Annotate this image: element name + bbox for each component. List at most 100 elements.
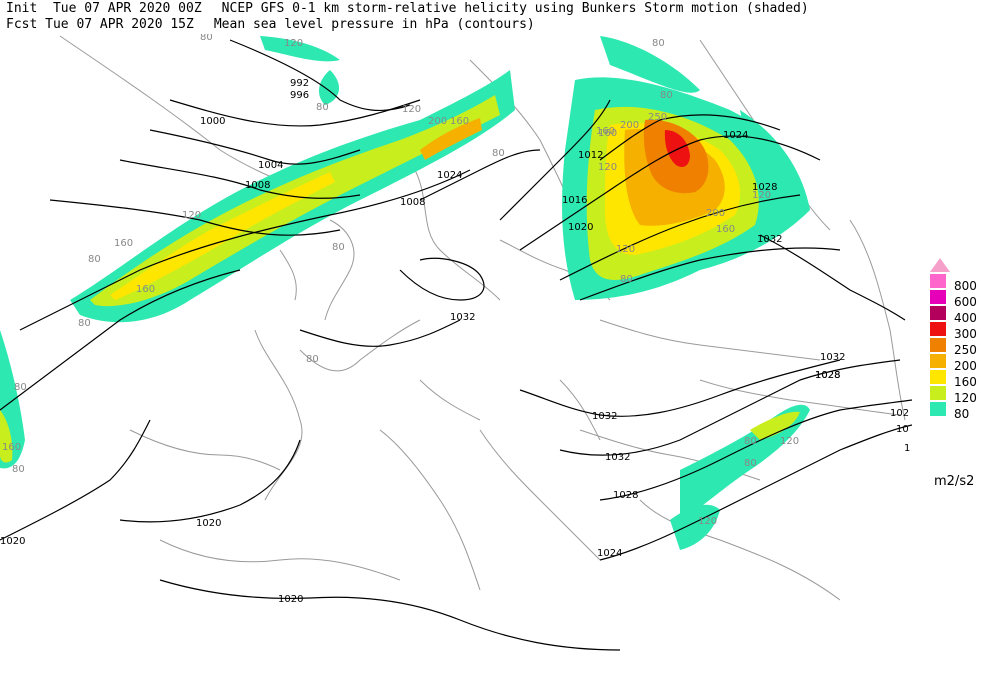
isobar-label: 992: [290, 78, 309, 89]
legend-level: 250: [928, 336, 1000, 357]
isobar-label: 1028: [752, 182, 777, 193]
isobar-label: 1024: [597, 548, 622, 559]
color-legend: 800 600 400 300 250 200 160 120 80: [928, 272, 1000, 421]
legend-label: 300: [954, 327, 977, 341]
helicity-label: 160: [136, 284, 155, 295]
isobar-label: 1028: [613, 490, 638, 501]
legend-swatch: [930, 402, 946, 416]
helicity-label: 120: [752, 190, 771, 201]
legend-level: 800: [928, 272, 1000, 293]
helicity-80-northeast: [740, 110, 810, 210]
product-title: NCEP GFS 0-1 km storm-relative helicity …: [221, 1, 809, 16]
contour-description: Mean sea level pressure in hPa (contours…: [213, 17, 535, 32]
legend-label: 600: [954, 295, 977, 309]
helicity-160-band-atlantic: [110, 172, 335, 300]
isobar-label: 102: [890, 408, 909, 419]
legend-level: 160: [928, 368, 1000, 389]
coastlines: [59, 35, 906, 601]
legend-label: 120: [954, 391, 977, 405]
legend-swatch: [930, 290, 946, 304]
isobar-label: 1008: [245, 180, 270, 191]
legend-swatch: [930, 354, 946, 368]
legend-level: 600: [928, 288, 1000, 309]
legend-label: 80: [954, 407, 970, 421]
legend-level: 200: [928, 352, 1000, 373]
helicity-label: 80: [316, 102, 329, 113]
isobar-label: 1020: [196, 518, 221, 529]
isobar-label: 1024: [437, 170, 462, 181]
legend-swatch: [930, 274, 946, 288]
helicity-label: 120: [402, 104, 421, 115]
isobar-label: 1020: [278, 594, 303, 605]
isobar-label: 1012: [578, 150, 603, 161]
helicity-label: 200: [706, 208, 725, 219]
helicity-label: 120: [616, 244, 635, 255]
helicity-label: 120: [182, 210, 201, 221]
isobar-label: 1020: [0, 536, 25, 547]
legend-level: 120: [928, 384, 1000, 405]
helicity-80-aegean: [670, 504, 720, 550]
helicity-300-east: [664, 130, 690, 167]
isobar-labels: 992 996 1000 1004 1008 1008 1012 1016 10…: [0, 78, 910, 605]
helicity-label: 80: [652, 38, 665, 49]
isobars: [0, 39, 912, 651]
helicity-label: 80: [620, 274, 633, 285]
isobar-label: 1028: [815, 370, 840, 381]
isobar-label: 1008: [400, 197, 425, 208]
helicity-label: 80: [200, 34, 213, 43]
helicity-120-balkans: [750, 411, 800, 440]
isobar-label: 1032: [820, 352, 845, 363]
helicity-labels: 120 80 120 200 160 80 160 160 80 120 80 …: [2, 34, 799, 527]
helicity-80-norway-coast: [318, 70, 340, 105]
helicity-80-baltic-top: [600, 36, 700, 93]
legend-swatch: [930, 370, 946, 384]
header-line-2: Fcst Tue 07 APR 2020 15Z Mean sea level p…: [6, 17, 555, 33]
helicity-label: 200: [428, 116, 447, 127]
isobar-label: 1016: [562, 195, 587, 206]
helicity-label: 160: [2, 442, 21, 453]
isobar-label: 1024: [723, 130, 748, 141]
legend-level: 400: [928, 304, 1000, 325]
helicity-label: 80: [744, 436, 757, 447]
legend-label: 250: [954, 343, 977, 357]
helicity-label: 120: [598, 162, 617, 173]
helicity-label: 80: [14, 382, 27, 393]
legend-swatch: [930, 338, 946, 352]
isobar-label: 1: [904, 443, 910, 454]
legend-label: 160: [954, 375, 977, 389]
helicity-label: 80: [306, 354, 319, 365]
legend-swatch: [930, 322, 946, 336]
isobar-label: 1028: [815, 370, 840, 381]
helicity-label: 80: [12, 464, 25, 475]
helicity-200-band-north: [420, 118, 482, 160]
legend-label: 400: [954, 311, 977, 325]
isobar-label: 1004: [258, 160, 283, 171]
helicity-label: 80: [492, 148, 505, 159]
helicity-label: 160: [598, 128, 617, 139]
header-line-1: Init Tue 07 APR 2020 00Z NCEP GFS 0-1 km …: [6, 1, 829, 17]
helicity-label: 160: [114, 238, 133, 249]
isobar-label: 1032: [450, 312, 475, 323]
legend-label: 800: [954, 279, 977, 293]
isobar-label: 1020: [568, 222, 593, 233]
helicity-label: 80: [744, 458, 757, 469]
weather-map: 992 996 1000 1004 1008 1008 1012 1016 10…: [0, 34, 912, 651]
forecast-time: Fcst Tue 07 APR 2020 15Z: [6, 17, 194, 32]
helicity-label: 80: [88, 254, 101, 265]
legend-units: m2/s2: [934, 474, 975, 489]
helicity-label: 160: [450, 116, 469, 127]
legend-swatch: [930, 306, 946, 320]
helicity-label: 120: [780, 436, 799, 447]
helicity-label: 160: [596, 126, 615, 137]
helicity-label: 80: [660, 90, 673, 101]
init-time: Init Tue 07 APR 2020 00Z: [6, 1, 202, 16]
isobar-label: 1032: [605, 452, 630, 463]
isobar-label: 10: [896, 424, 909, 435]
helicity-label: 160: [716, 224, 735, 235]
legend-swatch: [930, 386, 946, 400]
helicity-label: 80: [332, 242, 345, 253]
helicity-label: 120: [284, 38, 303, 49]
helicity-label: 80: [78, 318, 91, 329]
legend-label: 200: [954, 359, 977, 373]
legend-overflow-arrow: [930, 258, 950, 272]
